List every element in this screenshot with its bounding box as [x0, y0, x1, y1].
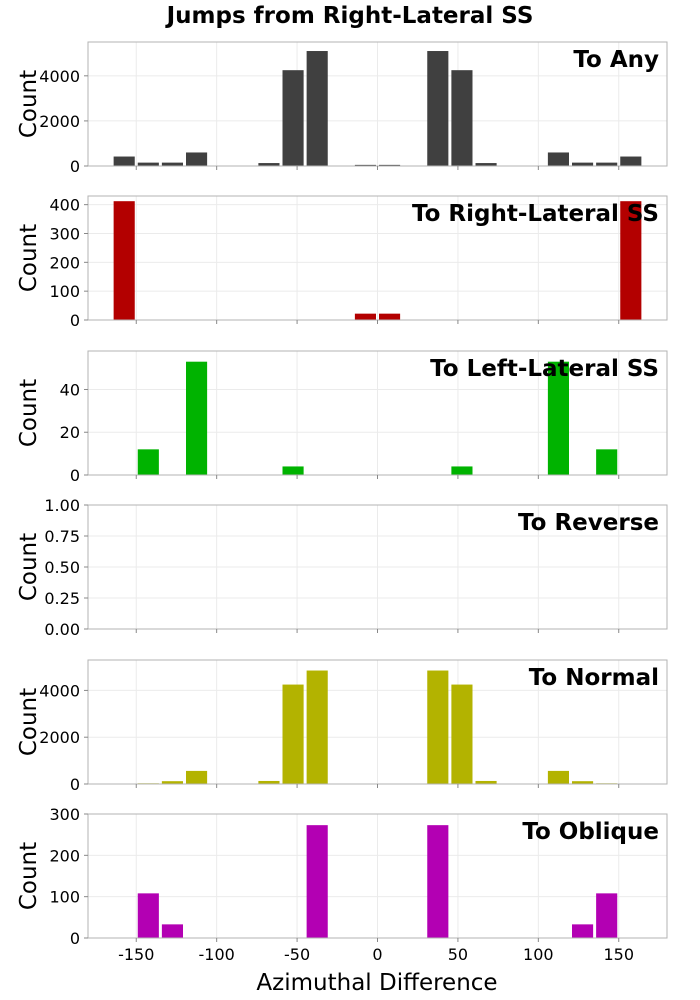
y-tick-label: 100 — [49, 282, 80, 301]
bar — [572, 162, 594, 166]
y-axis-label: Count — [16, 70, 42, 138]
y-tick-label: 0.50 — [44, 558, 80, 577]
y-tick-label: 40 — [60, 380, 80, 399]
bar — [282, 466, 304, 475]
bar — [186, 361, 208, 475]
y-tick-label: 0 — [70, 466, 80, 485]
figure-title: Jumps from Right-Lateral SS — [165, 3, 534, 29]
x-tick-label: -150 — [118, 945, 154, 964]
bar — [258, 163, 280, 166]
bar — [451, 70, 473, 166]
y-axis-label: Count — [16, 533, 42, 601]
y-tick-label: 200 — [49, 846, 80, 865]
bar — [258, 780, 280, 784]
bar — [451, 466, 473, 475]
y-tick-label: 20 — [60, 423, 80, 442]
bar — [306, 825, 328, 938]
bar — [282, 70, 304, 166]
bar — [113, 156, 135, 166]
panel-6: 0 100 200 300 Count To Oblique — [16, 805, 668, 948]
bar — [379, 164, 401, 166]
bar — [547, 770, 569, 784]
bar — [137, 893, 159, 938]
y-tick-label: 400 — [49, 196, 80, 215]
y-tick-label: 0.00 — [44, 620, 80, 639]
bar — [427, 51, 449, 166]
bar — [451, 684, 473, 784]
y-tick-label: 0 — [70, 157, 80, 176]
bar — [354, 164, 376, 166]
bar — [161, 781, 183, 784]
y-tick-label: 4000 — [39, 681, 80, 700]
y-tick-label: 0 — [70, 929, 80, 948]
bar — [306, 51, 328, 166]
panel-title: To Oblique — [522, 819, 659, 845]
bar — [137, 449, 159, 475]
y-tick-label: 0 — [70, 311, 80, 330]
y-tick-label: 2000 — [39, 728, 80, 747]
y-axis-label: Count — [16, 224, 42, 292]
bar — [161, 162, 183, 166]
y-tick-label: 0.75 — [44, 527, 80, 546]
y-tick-label: 300 — [49, 224, 80, 243]
x-tick-label: -100 — [199, 945, 235, 964]
x-tick-label: -50 — [284, 945, 310, 964]
bar — [306, 670, 328, 784]
y-tick-label: 0.25 — [44, 589, 80, 608]
bar — [427, 670, 449, 784]
bar — [572, 924, 594, 938]
bar — [596, 449, 618, 475]
bar — [596, 893, 618, 938]
y-tick-label: 1.00 — [44, 496, 80, 515]
x-axis-label: Azimuthal Difference — [256, 970, 497, 996]
bar — [113, 201, 135, 320]
y-axis-label: Count — [16, 379, 42, 447]
bar — [137, 162, 159, 166]
bar — [547, 152, 569, 166]
y-tick-label: 2000 — [39, 112, 80, 131]
x-axis: -150 -100 -50 0 50 100 150 — [118, 945, 634, 964]
panel-title: To Right-Lateral SS — [412, 201, 659, 227]
bar — [186, 770, 208, 784]
bar — [475, 780, 497, 784]
bar — [596, 162, 618, 166]
bar — [620, 156, 642, 166]
x-tick-label: 0 — [372, 945, 382, 964]
y-tick-label: 200 — [49, 253, 80, 272]
panel-title: To Left-Lateral SS — [430, 356, 659, 382]
x-tick-label: 100 — [523, 945, 554, 964]
bar — [427, 825, 449, 938]
y-axis-label: Count — [16, 688, 42, 756]
bar — [475, 163, 497, 166]
y-axis-label: Count — [16, 842, 42, 910]
bar — [186, 152, 208, 166]
bar — [620, 201, 642, 320]
y-tick-label: 0 — [70, 775, 80, 794]
bar — [161, 924, 183, 938]
y-tick-label: 4000 — [39, 67, 80, 86]
bar — [547, 361, 569, 475]
x-tick-label: 50 — [448, 945, 468, 964]
panel-title: To Normal — [529, 665, 659, 691]
panel-3: 0 20 40 Count To Left-Lateral SS — [16, 350, 668, 485]
y-tick-label: 300 — [49, 805, 80, 824]
panel-title: To Reverse — [518, 510, 659, 536]
bar — [379, 313, 401, 320]
bar — [282, 684, 304, 784]
panel-title: To Any — [573, 47, 659, 73]
y-tick-label: 100 — [49, 888, 80, 907]
panel-2: 0 100 200 300 400 Count To Right-Lateral SS — [16, 195, 668, 330]
x-tick-label: 150 — [603, 945, 634, 964]
bar — [354, 313, 376, 320]
bar — [572, 781, 594, 784]
